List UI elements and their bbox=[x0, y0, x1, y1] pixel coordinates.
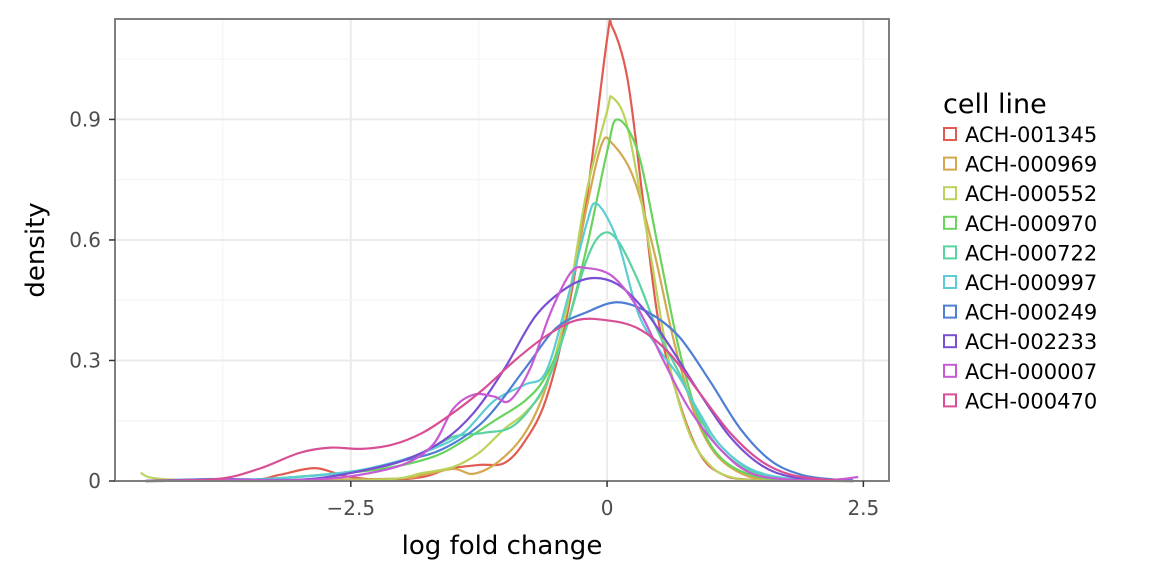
legend-swatch bbox=[943, 334, 957, 349]
legend-label: ACH-000007 bbox=[965, 360, 1097, 384]
grid-lines bbox=[115, 19, 889, 482]
legend-item-ach-000997: ACH-000997 bbox=[943, 271, 1097, 295]
panel-border bbox=[114, 18, 890, 482]
legend-swatch bbox=[943, 245, 957, 260]
legend-label: ACH-000970 bbox=[965, 212, 1097, 236]
legend-item-ach-000552: ACH-000552 bbox=[943, 182, 1097, 206]
legend-label: ACH-001345 bbox=[965, 123, 1097, 147]
legend-swatch bbox=[943, 275, 957, 289]
y-tick-label: 0.9 bbox=[69, 107, 101, 131]
x-tick-label: −2.5 bbox=[326, 496, 375, 520]
legend-swatch bbox=[943, 127, 957, 141]
x-tick-label: 2.5 bbox=[847, 496, 879, 520]
legend-item-ach-000969: ACH-000969 bbox=[943, 153, 1097, 177]
legend-item-ach-001345: ACH-001345 bbox=[943, 123, 1097, 147]
y-tick-label: 0.3 bbox=[69, 348, 101, 372]
y-tick-label: 0.6 bbox=[69, 228, 101, 252]
density-line-ach-000552 bbox=[140, 95, 854, 483]
density-line-ach-000470 bbox=[145, 317, 854, 483]
legend-item-ach-000722: ACH-000722 bbox=[943, 241, 1097, 265]
legend-item-ach-002233: ACH-002233 bbox=[943, 330, 1097, 354]
density-line-ach-000007 bbox=[145, 265, 859, 483]
legend-label: ACH-000997 bbox=[965, 271, 1097, 295]
legend-item-ach-000249: ACH-000249 bbox=[943, 301, 1097, 325]
density-line-ach-000969 bbox=[145, 136, 854, 483]
density-line-ach-000997 bbox=[145, 202, 854, 483]
legend-swatch bbox=[943, 304, 957, 319]
x-tick-label: 0 bbox=[601, 496, 614, 520]
legend-swatch bbox=[943, 186, 957, 201]
legend-items: ACH-001345 ACH-000969 ACH-000552 ACH-000970… bbox=[943, 123, 1097, 413]
legend-title: cell line bbox=[943, 89, 1047, 120]
legend: cell line ACH-001345 ACH-000969 ACH-000552… bbox=[943, 89, 1097, 413]
density-line-ach-002233 bbox=[145, 276, 854, 483]
density-line-ach-000722 bbox=[145, 231, 854, 483]
y-tick-label: 0 bbox=[88, 469, 101, 493]
density-line-ach-001345 bbox=[145, 18, 854, 483]
legend-label: ACH-002233 bbox=[965, 330, 1097, 354]
legend-swatch bbox=[943, 363, 957, 378]
legend-item-ach-000970: ACH-000970 bbox=[943, 212, 1097, 236]
x-axis-title: log fold change bbox=[402, 531, 603, 561]
density-line-ach-000970 bbox=[145, 118, 854, 483]
density-series bbox=[140, 18, 859, 483]
legend-swatch bbox=[943, 156, 957, 171]
legend-swatch bbox=[943, 393, 957, 408]
legend-swatch bbox=[943, 215, 957, 230]
legend-item-ach-000007: ACH-000007 bbox=[943, 360, 1097, 384]
legend-label: ACH-000969 bbox=[965, 153, 1097, 177]
legend-label: ACH-000722 bbox=[965, 241, 1097, 265]
y-axis-title: density bbox=[21, 202, 51, 297]
legend-label: ACH-000552 bbox=[965, 182, 1097, 206]
legend-label: ACH-000470 bbox=[965, 389, 1097, 413]
legend-label: ACH-000249 bbox=[965, 301, 1097, 325]
axis-ticks: −2.5 0 2.5 0 0.3 0.6 0.9 bbox=[69, 107, 879, 520]
legend-item-ach-000470: ACH-000470 bbox=[943, 389, 1097, 413]
